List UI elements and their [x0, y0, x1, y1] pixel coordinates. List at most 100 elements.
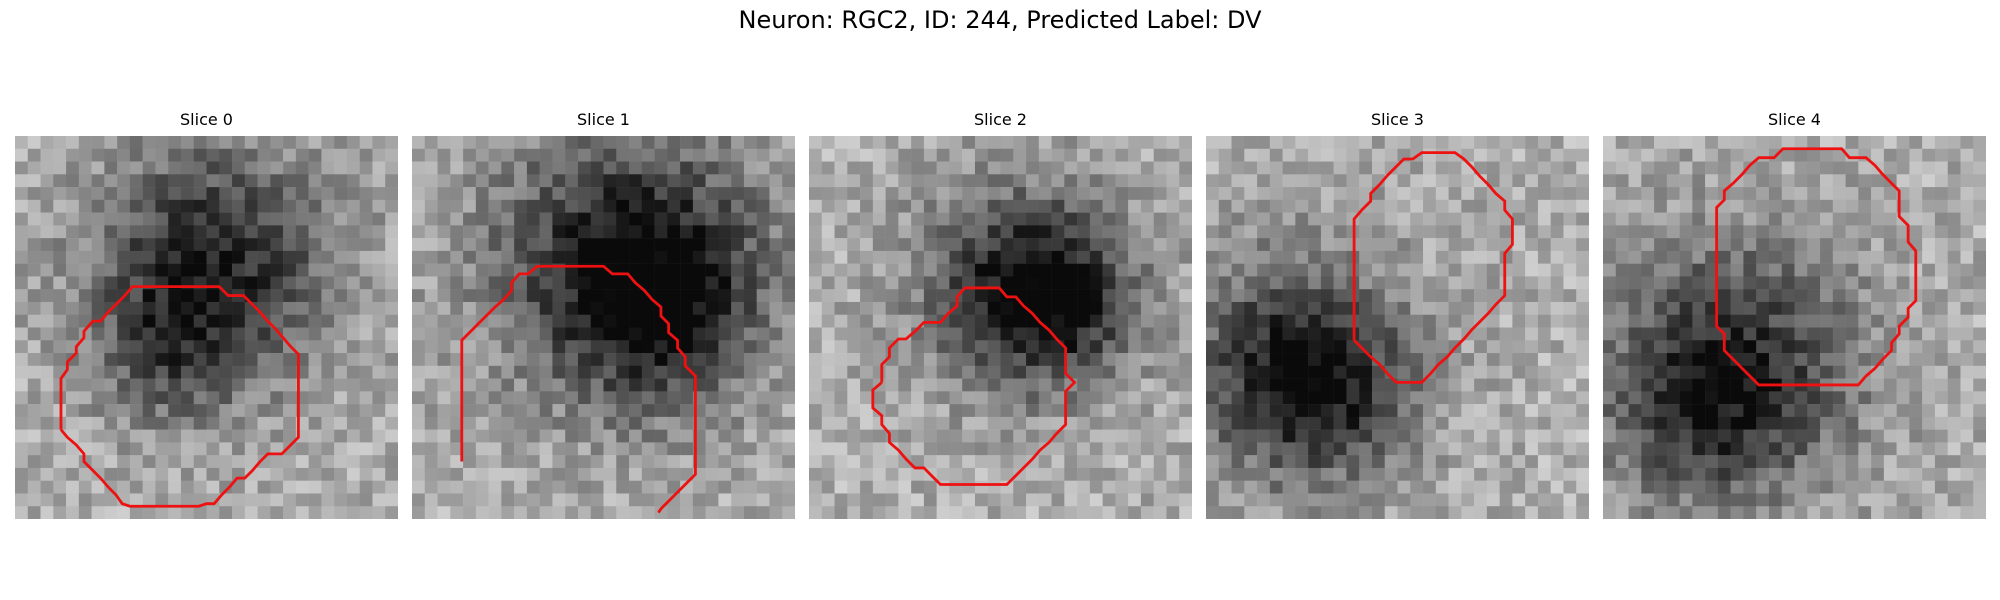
pixel: [654, 289, 668, 303]
pixel: [860, 136, 874, 150]
pixel: [1743, 263, 1757, 277]
pixel: [514, 161, 528, 175]
pixel: [603, 276, 617, 290]
pixel: [463, 187, 477, 201]
pixel: [1038, 404, 1052, 418]
pixel: [667, 212, 681, 226]
pixel: [872, 161, 886, 175]
pixel: [1603, 276, 1617, 290]
pixel: [1115, 378, 1129, 392]
pixel: [936, 365, 950, 379]
pixel: [308, 161, 322, 175]
pixel: [321, 340, 335, 354]
pixel: [641, 391, 655, 405]
pixel: [372, 225, 386, 239]
pixel: [718, 353, 732, 367]
pixel: [1871, 480, 1885, 494]
pixel: [206, 212, 220, 226]
pixel: [308, 416, 322, 430]
pixel: [1563, 238, 1577, 252]
pixel: [155, 301, 169, 315]
pixel: [372, 493, 386, 507]
pixel: [616, 467, 630, 481]
pixel: [1896, 378, 1910, 392]
pixel: [501, 506, 515, 519]
pixel: [91, 506, 105, 519]
pixel: [1077, 365, 1091, 379]
pixel: [1705, 404, 1719, 418]
pixel: [424, 276, 438, 290]
pixel: [1832, 289, 1846, 303]
pixel: [782, 365, 795, 379]
pixel: [295, 301, 309, 315]
pixel: [206, 250, 220, 264]
pixel: [705, 187, 719, 201]
pixel: [1909, 148, 1923, 162]
pixel: [1282, 480, 1296, 494]
pixel: [1743, 212, 1757, 226]
pixel: [1768, 493, 1782, 507]
pixel: [1064, 429, 1078, 443]
pixel: [1858, 225, 1872, 239]
pixel: [962, 263, 976, 277]
pixel: [1102, 289, 1116, 303]
pixel: [488, 353, 502, 367]
pixel: [514, 289, 528, 303]
pixel: [1576, 187, 1589, 201]
pixel: [1537, 136, 1551, 150]
pixel: [641, 480, 655, 494]
pixel: [769, 378, 783, 392]
pixel: [1960, 353, 1974, 367]
pixel: [219, 467, 233, 481]
pixel: [1128, 187, 1142, 201]
pixel: [1166, 442, 1180, 456]
pixel: [1140, 404, 1154, 418]
pixel: [1768, 212, 1782, 226]
pixel: [1384, 455, 1398, 469]
pixel: [104, 429, 118, 443]
pixel: [1064, 416, 1078, 430]
pixel: [718, 301, 732, 315]
pixel: [450, 148, 464, 162]
pixel: [1128, 199, 1142, 213]
pixel: [1794, 506, 1808, 519]
pixel: [1603, 199, 1617, 213]
pixel: [1973, 174, 1986, 188]
pixel: [847, 263, 861, 277]
pixel: [911, 416, 925, 430]
pixel: [1320, 365, 1334, 379]
pixel: [1320, 199, 1334, 213]
pixel: [91, 391, 105, 405]
pixel: [475, 391, 489, 405]
pixel: [1153, 365, 1167, 379]
pixel: [743, 301, 757, 315]
pixel: [1308, 225, 1322, 239]
pixel: [27, 276, 41, 290]
pixel: [142, 161, 156, 175]
pixel: [1947, 391, 1961, 405]
pixel: [1308, 327, 1322, 341]
pixel: [1666, 161, 1680, 175]
pixel: [372, 429, 386, 443]
pixel: [860, 416, 874, 430]
pixel: [424, 199, 438, 213]
pixel: [385, 199, 398, 213]
pixel: [437, 212, 451, 226]
pixel: [1922, 327, 1936, 341]
pixel: [1960, 225, 1974, 239]
pixel: [346, 225, 360, 239]
pixel: [1359, 506, 1373, 519]
pixel: [244, 136, 258, 150]
pixel: [1115, 174, 1129, 188]
pixel: [526, 506, 540, 519]
pixel: [1308, 365, 1322, 379]
pixel: [731, 340, 745, 354]
pixel: [680, 442, 694, 456]
pixel: [654, 416, 668, 430]
pixel: [1026, 238, 1040, 252]
pixel: [257, 148, 271, 162]
pixel: [91, 404, 105, 418]
pixel: [514, 467, 528, 481]
pixel: [1295, 289, 1309, 303]
pixel: [1858, 493, 1872, 507]
